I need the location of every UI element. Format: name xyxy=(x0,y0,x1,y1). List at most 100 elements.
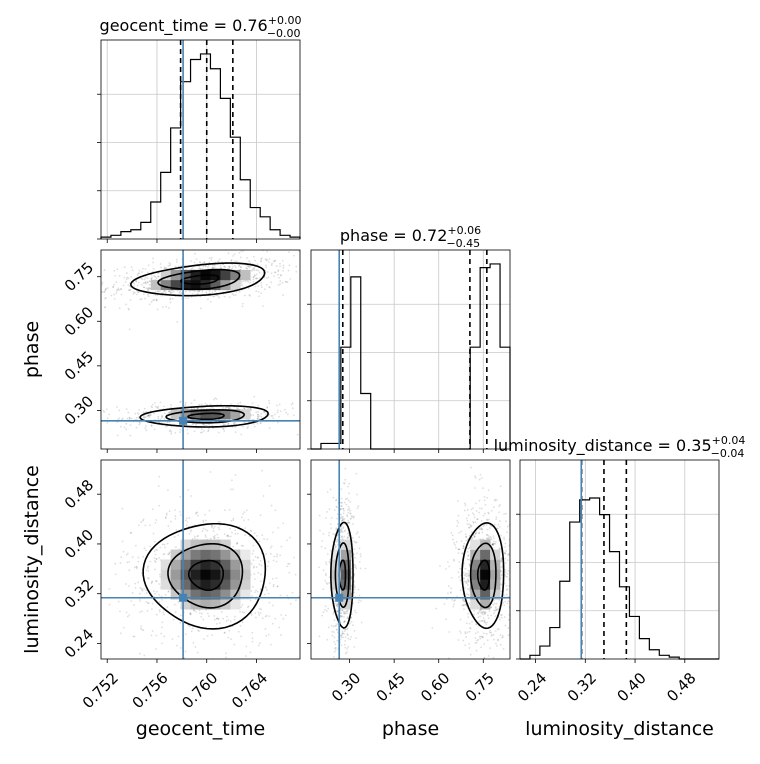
sample-point xyxy=(106,421,109,424)
sample-point xyxy=(207,615,210,618)
sample-point xyxy=(336,534,339,537)
sample-point xyxy=(492,542,495,545)
sample-point xyxy=(225,620,228,622)
sample-point xyxy=(249,262,252,264)
sample-point xyxy=(233,615,236,618)
sample-point xyxy=(306,422,308,424)
sample-point xyxy=(151,403,154,406)
sample-point xyxy=(489,629,491,632)
sample-point xyxy=(113,269,116,272)
contour-line xyxy=(139,404,269,428)
sample-point xyxy=(168,421,171,423)
sample-point xyxy=(184,633,187,635)
sample-point xyxy=(252,414,255,417)
sample-point xyxy=(267,276,270,279)
density-cell xyxy=(160,559,171,570)
sample-point xyxy=(486,639,489,642)
sample-point xyxy=(136,274,139,276)
sample-point xyxy=(497,639,499,642)
sample-point xyxy=(211,524,213,527)
sample-point xyxy=(334,602,336,605)
sample-point xyxy=(334,625,337,627)
sample-point xyxy=(146,602,149,604)
sample-point xyxy=(247,265,249,268)
panel-frame xyxy=(100,39,301,240)
sample-point xyxy=(332,625,335,628)
sample-point xyxy=(251,402,254,404)
sample-point xyxy=(136,412,139,414)
sample-point xyxy=(449,592,452,594)
sample-point xyxy=(347,532,349,535)
sample-point xyxy=(153,428,156,431)
sample-point xyxy=(344,611,346,614)
sample-point xyxy=(351,537,354,539)
sample-point xyxy=(254,285,257,288)
sample-point xyxy=(147,287,150,290)
sample-point xyxy=(158,421,160,424)
sample-point xyxy=(156,406,158,409)
sample-point xyxy=(168,290,171,293)
sample-point xyxy=(224,266,227,269)
sample-point xyxy=(240,606,242,609)
sample-point xyxy=(266,538,269,541)
sample-point xyxy=(131,556,134,559)
density-cell xyxy=(470,559,481,570)
sample-point xyxy=(364,567,367,570)
sample-point xyxy=(255,277,257,280)
sample-point xyxy=(260,416,263,418)
sample-point xyxy=(484,503,487,506)
sample-point xyxy=(166,606,169,609)
sample-point xyxy=(103,410,106,413)
sample-point xyxy=(343,610,345,613)
sample-point xyxy=(513,517,515,519)
sample-point xyxy=(308,533,310,535)
sample-point xyxy=(189,612,192,615)
sample-point xyxy=(147,288,150,291)
sample-point xyxy=(147,414,150,417)
sample-point xyxy=(340,528,343,531)
sample-point xyxy=(117,418,120,421)
sample-point xyxy=(252,280,255,283)
sample-point xyxy=(343,643,346,646)
sample-point xyxy=(267,560,270,563)
sample-point xyxy=(264,628,267,630)
sample-point xyxy=(249,529,252,532)
sample-point xyxy=(333,600,336,603)
sample-point xyxy=(190,260,192,263)
sample-point xyxy=(203,424,206,427)
sample-point xyxy=(227,422,230,425)
sample-point xyxy=(346,616,349,619)
sample-point xyxy=(287,269,290,272)
sample-point xyxy=(259,588,262,591)
sample-point xyxy=(479,635,482,638)
sample-point xyxy=(336,538,339,541)
sample-point xyxy=(220,610,223,613)
sample-point xyxy=(272,559,275,562)
sample-point xyxy=(173,535,176,538)
sample-point xyxy=(272,585,275,588)
sample-point xyxy=(334,646,337,649)
sample-point xyxy=(140,625,143,628)
sample-point xyxy=(202,423,205,426)
sample-point xyxy=(339,530,342,533)
sample-point xyxy=(465,636,467,638)
density-cell xyxy=(190,539,201,550)
sample-point xyxy=(131,591,134,594)
sample-point xyxy=(346,610,349,613)
sample-point xyxy=(155,558,158,560)
density-cell xyxy=(240,579,251,590)
sample-point xyxy=(247,518,250,521)
sample-point xyxy=(336,631,339,634)
sample-point xyxy=(256,557,259,559)
sample-point xyxy=(219,265,222,267)
sample-point xyxy=(443,603,446,605)
density-cell xyxy=(470,589,481,600)
sample-point xyxy=(227,252,230,255)
sample-point xyxy=(272,417,275,420)
density-cell xyxy=(170,589,181,600)
x-tick-label-luminosity_distance: 0.48 xyxy=(663,669,699,705)
sample-point xyxy=(321,614,323,617)
sample-point xyxy=(161,294,164,297)
sample-point xyxy=(493,612,495,614)
